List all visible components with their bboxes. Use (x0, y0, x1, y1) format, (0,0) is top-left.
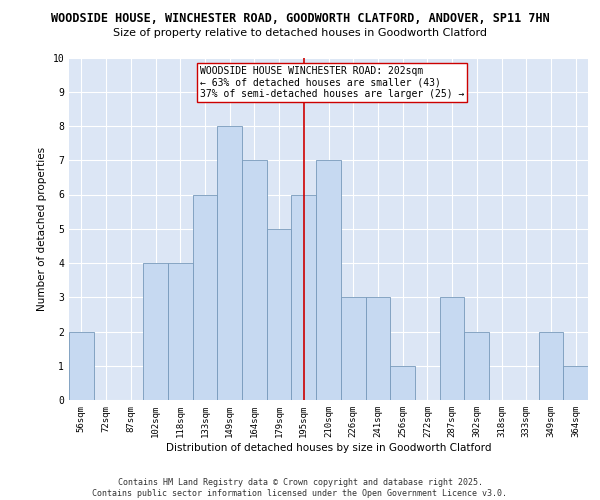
Bar (292, 194, 316, 400)
Text: WOODSIDE HOUSE, WINCHESTER ROAD, GOODWORTH CLATFORD, ANDOVER, SP11 7HN: WOODSIDE HOUSE, WINCHESTER ROAD, GOODWOR… (50, 12, 550, 26)
Bar (390, 366, 415, 400)
Bar (168, 263, 193, 400)
Text: WOODSIDE HOUSE WINCHESTER ROAD: 202sqm
← 63% of detached houses are smaller (43): WOODSIDE HOUSE WINCHESTER ROAD: 202sqm ←… (200, 66, 464, 100)
Y-axis label: Number of detached properties: Number of detached properties (37, 146, 47, 311)
Bar (143, 263, 168, 400)
Bar (242, 160, 267, 400)
Bar (267, 229, 292, 400)
Bar (217, 126, 242, 400)
Bar (341, 297, 365, 400)
Bar (69, 332, 94, 400)
Bar (193, 194, 217, 400)
Bar (365, 297, 390, 400)
Bar (563, 366, 588, 400)
Text: Size of property relative to detached houses in Goodworth Clatford: Size of property relative to detached ho… (113, 28, 487, 38)
Text: Contains HM Land Registry data © Crown copyright and database right 2025.
Contai: Contains HM Land Registry data © Crown c… (92, 478, 508, 498)
Bar (440, 297, 464, 400)
Bar (539, 332, 563, 400)
Bar (464, 332, 489, 400)
Bar (316, 160, 341, 400)
X-axis label: Distribution of detached houses by size in Goodworth Clatford: Distribution of detached houses by size … (166, 442, 491, 452)
